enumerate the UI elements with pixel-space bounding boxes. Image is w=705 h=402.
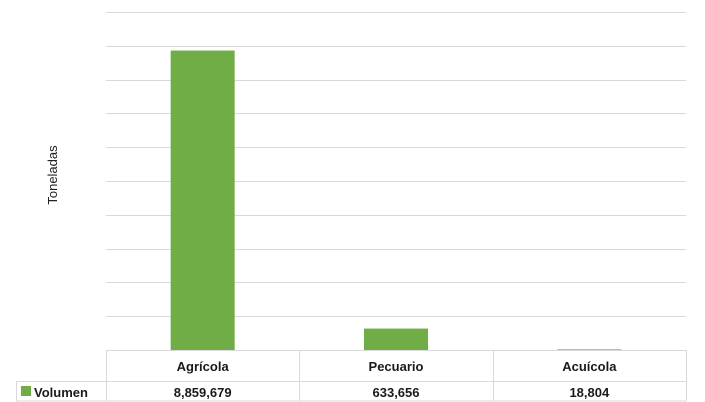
category-label: Acuícola (562, 359, 617, 374)
legend-label: Volumen (34, 385, 88, 400)
data-label: 18,804 (569, 385, 610, 400)
category-label: Agrícola (177, 359, 230, 374)
data-table: Agrícola 8,859,679 Pecuario 633,656 Acuícola… (16, 350, 687, 402)
data-label: 8,859,679 (174, 385, 232, 400)
data-label: 633,656 (373, 385, 420, 400)
bar-pecuario (364, 328, 428, 350)
y-axis-label: Toneladas (45, 145, 60, 205)
bar-acuícola (557, 349, 622, 350)
category-label: Pecuario (369, 359, 424, 374)
legend-swatch (21, 386, 31, 396)
bars (170, 50, 622, 351)
bar-agrícola (170, 50, 235, 351)
